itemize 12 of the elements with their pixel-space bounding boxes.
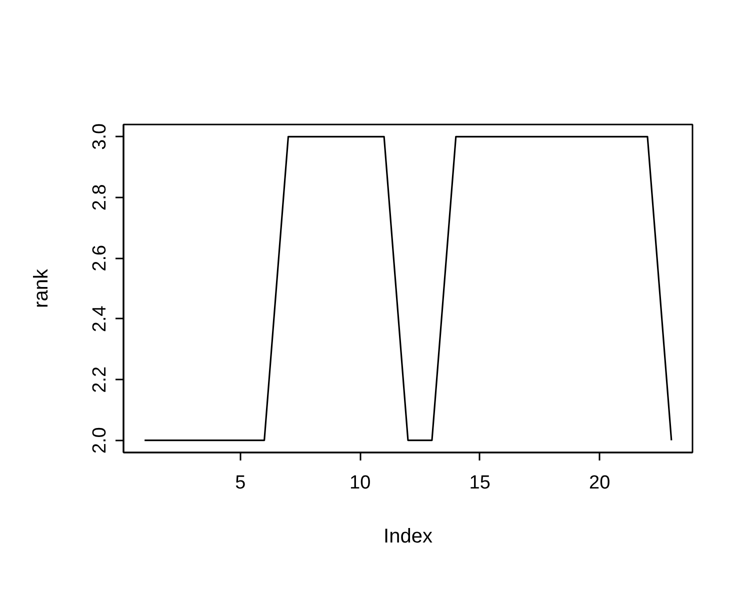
y-tick-label: 2.6 xyxy=(90,244,110,272)
y-tick-label: 2.8 xyxy=(90,184,110,211)
y-axis-title: rank xyxy=(30,268,52,308)
y-tick-label: 2.4 xyxy=(90,305,110,332)
x-tick-label: 20 xyxy=(589,472,610,494)
y-tick-label: 3.0 xyxy=(90,123,110,150)
x-tick-label: 15 xyxy=(469,472,490,494)
x-tick-label: 5 xyxy=(235,472,246,494)
x-tick-label: 10 xyxy=(350,472,371,494)
x-axis-title: Index xyxy=(384,526,432,548)
y-tick-label: 2.0 xyxy=(90,427,110,454)
y-tick-label: 2.2 xyxy=(90,366,110,393)
